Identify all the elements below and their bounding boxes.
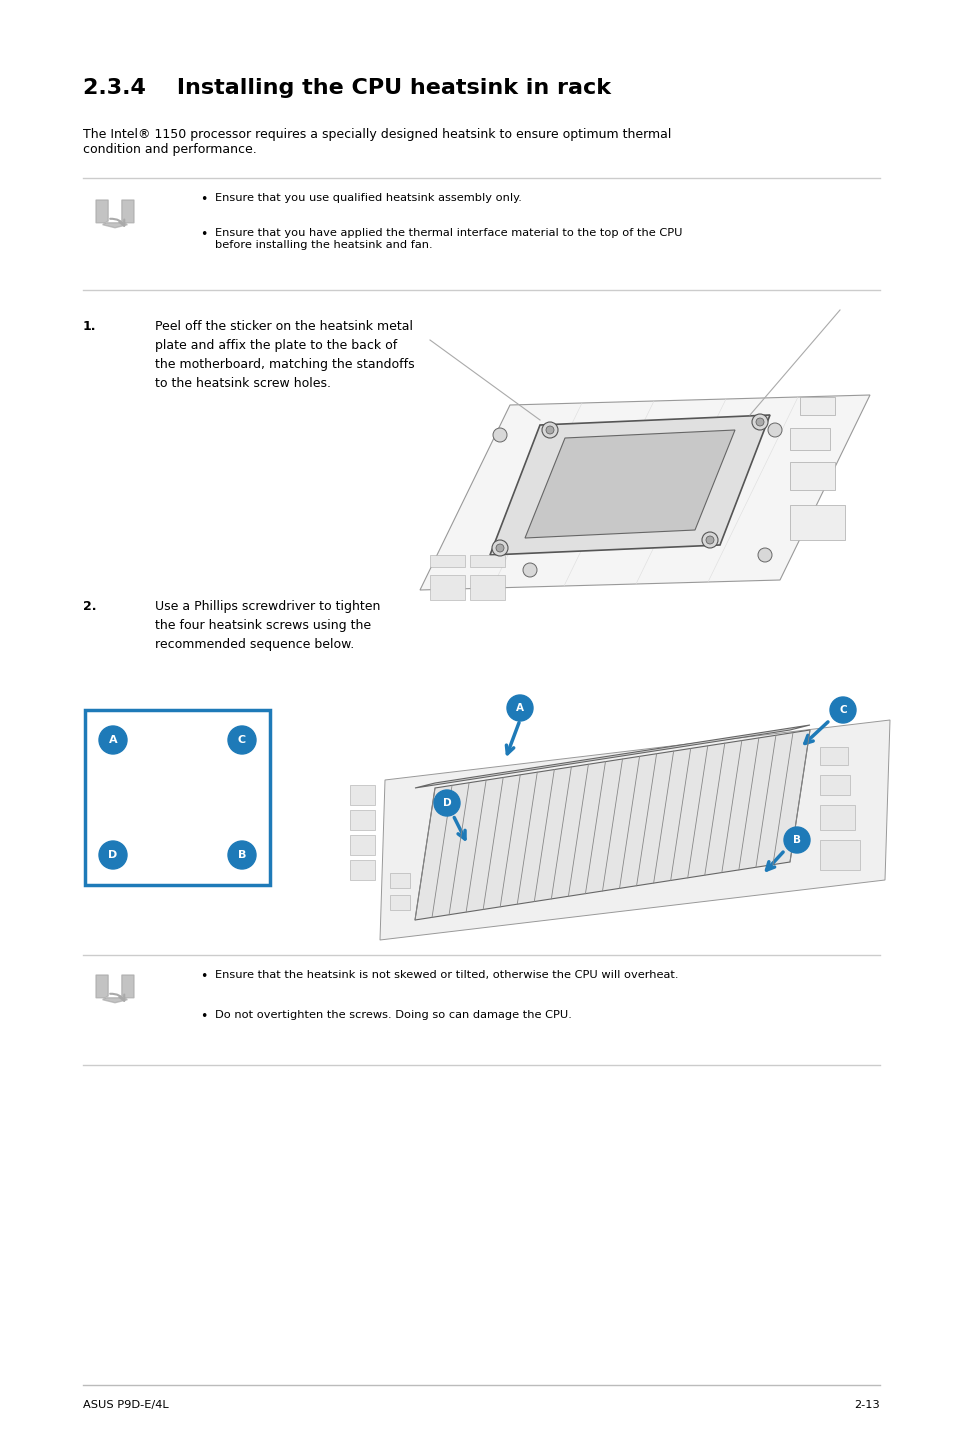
Circle shape: [496, 544, 503, 552]
Circle shape: [99, 841, 127, 869]
Circle shape: [758, 548, 771, 562]
Bar: [470, 555, 504, 567]
Text: Ensure that you use qualified heatsink assembly only.: Ensure that you use qualified heatsink a…: [214, 193, 521, 203]
Text: 2.3.4    Installing the CPU heatsink in rack: 2.3.4 Installing the CPU heatsink in rac…: [83, 78, 610, 98]
Bar: [800, 397, 834, 416]
Bar: [820, 840, 859, 870]
Text: •: •: [200, 971, 207, 984]
Bar: [789, 462, 834, 490]
Text: D: D: [109, 850, 117, 860]
Polygon shape: [419, 395, 869, 590]
Text: B: B: [792, 835, 801, 846]
Circle shape: [751, 414, 767, 430]
Bar: [820, 805, 854, 830]
Text: 2.: 2.: [83, 600, 96, 613]
Text: •: •: [200, 193, 207, 206]
FancyBboxPatch shape: [85, 710, 270, 884]
Text: The Intel® 1150 processor requires a specially designed heatsink to ensure optim: The Intel® 1150 processor requires a spe…: [83, 128, 671, 155]
Bar: [430, 575, 464, 600]
Text: A: A: [109, 735, 117, 745]
Text: •: •: [200, 1009, 207, 1022]
Text: •: •: [200, 229, 207, 242]
Bar: [789, 429, 829, 450]
Text: B: B: [237, 850, 246, 860]
Polygon shape: [96, 975, 133, 1002]
Text: Do not overtighten the screws. Doing so can damage the CPU.: Do not overtighten the screws. Doing so …: [214, 1009, 571, 1020]
Polygon shape: [379, 720, 889, 940]
Polygon shape: [415, 731, 809, 920]
Circle shape: [705, 536, 713, 544]
Text: D: D: [442, 798, 451, 808]
Circle shape: [99, 726, 127, 754]
Bar: [820, 775, 849, 795]
Text: 2-13: 2-13: [853, 1401, 879, 1411]
Circle shape: [541, 421, 558, 439]
Polygon shape: [524, 430, 734, 538]
Polygon shape: [415, 725, 809, 788]
Text: A: A: [516, 703, 523, 713]
Text: Use a Phillips screwdriver to tighten
the four heatsink screws using the
recomme: Use a Phillips screwdriver to tighten th…: [154, 600, 380, 651]
Bar: [350, 835, 375, 856]
Circle shape: [228, 726, 255, 754]
Circle shape: [522, 564, 537, 577]
Bar: [789, 505, 844, 541]
Bar: [350, 785, 375, 805]
Text: Peel off the sticker on the heatsink metal
plate and affix the plate to the back: Peel off the sticker on the heatsink met…: [154, 321, 415, 390]
Circle shape: [493, 429, 506, 441]
Text: C: C: [237, 735, 246, 745]
Bar: [390, 873, 410, 889]
Text: C: C: [839, 705, 846, 715]
Circle shape: [829, 697, 855, 723]
Bar: [820, 746, 847, 765]
Text: Ensure that you have applied the thermal interface material to the top of the CP: Ensure that you have applied the thermal…: [214, 229, 681, 250]
Circle shape: [767, 423, 781, 437]
Bar: [350, 810, 375, 830]
Text: Ensure that the heatsink is not skewed or tilted, otherwise the CPU will overhea: Ensure that the heatsink is not skewed o…: [214, 971, 678, 981]
Text: ASUS P9D-E/4L: ASUS P9D-E/4L: [83, 1401, 169, 1411]
Circle shape: [228, 841, 255, 869]
Polygon shape: [490, 416, 769, 555]
Circle shape: [492, 541, 507, 557]
Bar: [430, 555, 464, 567]
Circle shape: [701, 532, 718, 548]
Circle shape: [783, 827, 809, 853]
Circle shape: [755, 418, 763, 426]
Circle shape: [434, 789, 459, 815]
Text: 1.: 1.: [83, 321, 96, 334]
Bar: [470, 575, 504, 600]
Circle shape: [545, 426, 554, 434]
Bar: [390, 894, 410, 910]
Bar: [350, 860, 375, 880]
Circle shape: [506, 695, 533, 720]
Polygon shape: [96, 200, 133, 227]
